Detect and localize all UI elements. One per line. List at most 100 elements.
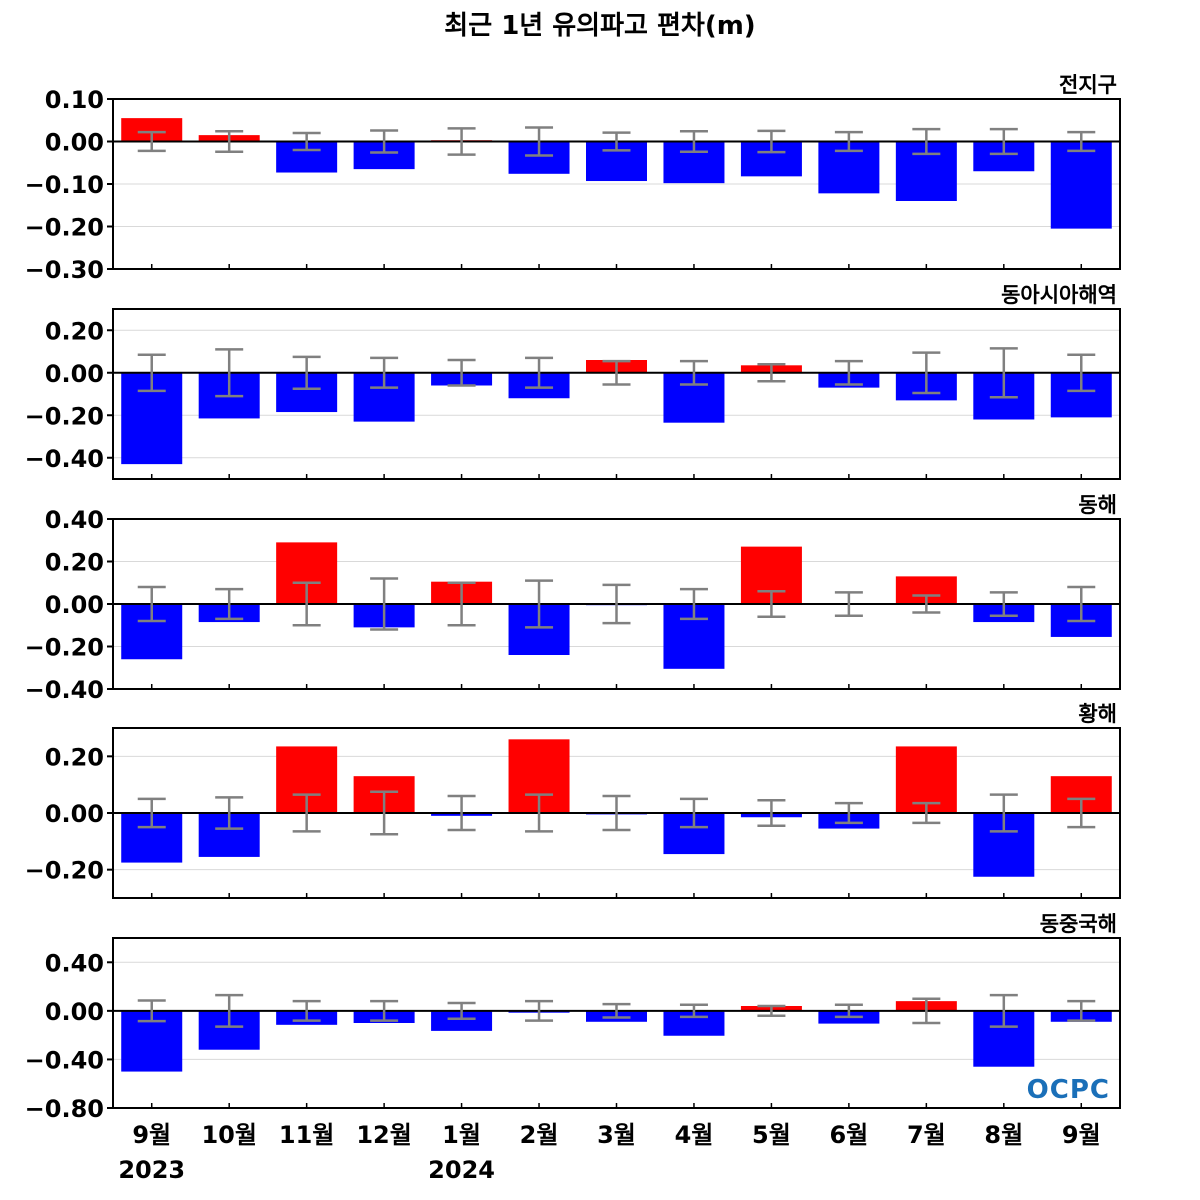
error-bar [679,359,708,386]
y-tick-label: −0.40 [25,1046,104,1074]
error-bar [912,997,941,1025]
error-bar [1067,130,1096,153]
chart-title: 최근 1년 유의파고 편차(m) [444,11,755,41]
error-bar [292,131,321,152]
error-bar [292,581,321,627]
error-bar [525,579,554,629]
error-bar [370,999,399,1022]
error-bar [989,591,1018,617]
bar [431,1010,493,1031]
y-tick-label: −0.20 [25,857,104,885]
error-bar [292,999,321,1022]
x-tick-label: 2월 [520,1121,559,1149]
error-bar [447,581,476,627]
error-bar [602,583,631,625]
error-bar [215,993,244,1028]
x-tick-label: 11월 [279,1121,334,1149]
y-tick-label: −0.20 [25,634,104,662]
x-tick-label: 1월 [442,1121,481,1149]
chart-panels: 0.10 0.00 −0.10 −0.20 −0.30 전지구 0.20 0.00 −0.20 −… [25,73,1121,1123]
error-bar [757,1004,786,1017]
error-bar [1067,797,1096,829]
error-bar [525,999,554,1022]
error-bar [912,801,941,825]
x-tick-label: 4월 [675,1121,714,1149]
panel-frame [112,308,1121,480]
y-tick-label: 0.40 [45,506,104,534]
error-bar [137,353,166,393]
error-bar [602,794,631,832]
error-bar [370,577,399,631]
y-tick-label: 0.20 [45,317,104,345]
x-tick-label: 8월 [984,1121,1023,1149]
error-bar [602,1002,631,1019]
error-bar [137,999,166,1023]
x-tick-label: 9월 [1062,1121,1101,1149]
error-bar [989,127,1018,156]
bar [121,118,183,142]
error-bar [912,594,941,614]
error-bar [447,358,476,387]
panel-2: 0.40 0.20 0.00 −0.20 −0.40 동해 [25,493,1121,704]
x-axis: 9월 10월 11월 12월 1월 2월 3월 4월 5월 6월 7월 8월 9월 2023 2024 [118,1121,1100,1184]
error-bar [215,587,244,621]
error-bar [679,587,708,621]
error-bar [834,130,863,153]
error-bar [757,799,786,827]
panel-3: 0.20 0.00 −0.20 황해 [25,702,1121,899]
y-tick-label: −0.30 [25,256,104,284]
error-bar [1067,353,1096,393]
error-bar [834,1003,863,1019]
error-bar [525,356,554,389]
year-label: 2023 [118,1156,185,1184]
x-tick-label: 3월 [597,1121,636,1149]
error-bar [215,348,244,398]
bar [1050,141,1112,229]
error-bar [679,797,708,829]
error-bar [989,793,1018,833]
x-tick-label: 9월 [132,1121,171,1149]
error-bar [834,359,863,386]
error-bar [447,127,476,156]
error-bar [137,797,166,829]
error-bar [292,355,321,390]
panel-label: 전지구 [1059,73,1117,97]
error-bar [215,130,244,153]
error-bar [912,127,941,156]
y-tick-label: 0.40 [45,949,104,977]
error-bar [679,130,708,153]
y-tick-label: −0.10 [25,171,104,199]
y-tick-label: −0.20 [25,402,104,430]
error-bar [679,1003,708,1019]
y-tick-label: −0.40 [25,676,104,704]
error-bar [370,356,399,389]
panel-label: 동중국해 [1040,912,1117,936]
y-tick-label: 0.00 [45,360,104,388]
panel-label: 동아시아해역 [1001,283,1117,307]
panel-frame [112,937,1121,1109]
y-tick-label: 0.20 [45,549,104,577]
y-tick-label: 0.00 [45,129,104,157]
y-tick-label: 0.20 [45,743,104,771]
panel-4: 0.40 0.00 −0.40 −0.80 동중국해 [25,912,1121,1123]
y-tick-label: 0.00 [45,998,104,1026]
panel-1: 0.20 0.00 −0.20 −0.40 동아시아해역 [25,283,1121,480]
y-tick-label: 0.10 [45,86,104,114]
error-bar [757,590,786,618]
error-bar [757,363,786,383]
error-bar [989,993,1018,1028]
x-tick-label: 12월 [356,1121,411,1149]
error-bar [602,131,631,152]
panel-label: 황해 [1078,702,1117,726]
y-tick-label: −0.80 [25,1095,104,1123]
year-label: 2024 [428,1156,495,1184]
error-bar [137,130,166,153]
panel-label: 동해 [1078,493,1117,517]
error-bar [137,585,166,623]
panel-0: 0.10 0.00 −0.10 −0.20 −0.30 전지구 [25,73,1121,284]
error-bar [447,794,476,832]
error-bar [215,796,244,830]
error-bar [447,1001,476,1020]
error-bar [912,351,941,395]
